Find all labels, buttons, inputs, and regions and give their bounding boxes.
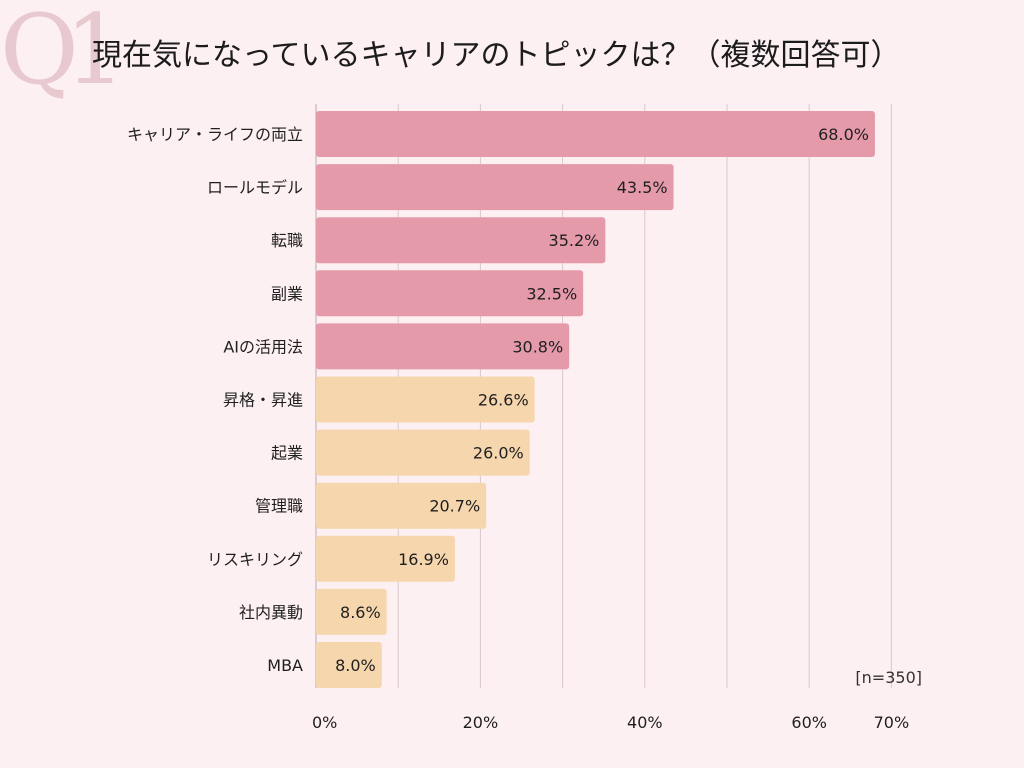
category-label-2: 転職	[271, 231, 303, 250]
bar-value-label-9: 8.6%	[340, 603, 381, 622]
bar-9	[316, 588, 387, 635]
question-number-watermark: Q1	[0, 0, 126, 106]
bar-10	[316, 642, 382, 688]
bar-value-label-7: 20.7%	[429, 497, 480, 516]
category-label-3: 副業	[271, 284, 303, 303]
bar-value-label-10: 8.0%	[335, 656, 376, 675]
bar-value-label-5: 26.6%	[478, 391, 529, 410]
bar-value-label-6: 26.0%	[473, 444, 524, 463]
bar-5	[316, 376, 535, 423]
category-label-9: 社内異動	[239, 603, 303, 622]
bar-7	[316, 482, 487, 529]
bar-1	[316, 164, 674, 211]
bar-2	[316, 217, 606, 264]
bar-value-label-8: 16.9%	[398, 550, 449, 569]
bar-value-label-4: 30.8%	[512, 337, 563, 356]
chart-title: 現在気になっているキャリアのトピックは？（複数回答可）	[92, 38, 901, 73]
x-tick-label-0: 0%	[312, 713, 337, 732]
bar-value-label-3: 32.5%	[526, 284, 577, 303]
x-tick-label-70: 70%	[874, 713, 910, 732]
category-label-4: AIの活用法	[223, 337, 303, 356]
x-axis-ticks: 0% 20% 40% 60% 70%	[312, 713, 909, 732]
category-label-6: 起業	[271, 444, 303, 463]
bar-8	[316, 535, 455, 582]
bar-6	[316, 429, 530, 476]
category-label-5: 昇格・昇進	[223, 391, 303, 410]
category-label-0: キャリア・ライフの両立	[127, 125, 303, 144]
category-label-8: リスキリング	[207, 550, 303, 569]
category-label-10: MBA	[267, 656, 303, 675]
category-label-7: 管理職	[255, 497, 303, 516]
bar-value-label-1: 43.5%	[617, 178, 668, 197]
sample-size-note: [n=350]	[855, 668, 922, 687]
x-tick-label-40: 40%	[627, 713, 663, 732]
bar-4	[316, 323, 570, 370]
bar-value-label-0: 68.0%	[818, 125, 869, 144]
bar-3	[316, 270, 584, 317]
bar-value-label-2: 35.2%	[549, 231, 600, 250]
x-tick-label-60: 60%	[791, 713, 827, 732]
category-label-1: ロールモデル	[207, 178, 303, 197]
bar-0	[316, 111, 875, 157]
bars: 68.0% 43.5% 35.2% 32.5% 30.8% 26.6% 26.0% 20.7%…	[316, 111, 875, 688]
x-tick-label-20: 20%	[463, 713, 499, 732]
